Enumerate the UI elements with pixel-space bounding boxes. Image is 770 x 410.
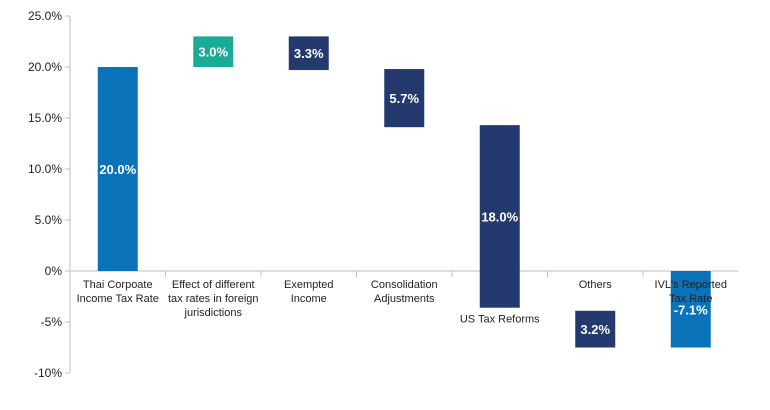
category-label-line: Others (579, 279, 613, 291)
category-labels: Thai Corpoate Income Tax Rate Effect of di… (77, 279, 727, 326)
y-tick-label: -5% (41, 315, 63, 329)
bar (288, 36, 329, 71)
category-label: Effect of different tax rates in foreign j… (168, 279, 259, 319)
category-label-line: Income (291, 293, 327, 305)
y-tick-label: 0% (45, 264, 63, 278)
data-label: 3.3% (294, 46, 324, 61)
category-label-line: IVL's Reported (655, 279, 727, 291)
data-label: 18.0% (481, 209, 518, 224)
y-tick-label: 25.0% (28, 9, 62, 23)
data-label: 20.0% (99, 162, 136, 177)
bar (670, 271, 711, 348)
category-label-line: tax rates in foreign (168, 293, 259, 305)
category-label-line: Income Tax Rate (77, 293, 159, 305)
category-label: US Tax Reforms (460, 314, 540, 326)
category-label: IVL's Reported Tax Rate (655, 279, 727, 305)
category-label: Consolidation Adjustments (371, 279, 438, 305)
bar (193, 36, 234, 67)
data-label: 3.0% (198, 45, 228, 60)
y-tick-label: 15.0% (28, 111, 62, 125)
category-label-line: Tax Rate (669, 293, 712, 305)
category-label-line: Exempted (284, 279, 334, 291)
category-label-line: Consolidation (371, 279, 438, 291)
y-tick-label: 10.0% (28, 162, 62, 176)
category-label-line: Adjustments (374, 293, 435, 305)
category-label-line: jurisdictions (184, 307, 243, 319)
category-label: Others (579, 279, 613, 291)
bar (384, 69, 425, 128)
data-label: -7.1% (674, 302, 708, 317)
bar (97, 67, 138, 271)
category-label-line: US Tax Reforms (460, 314, 540, 326)
bar (575, 310, 616, 348)
value-labels: 20.0% 3.0% 3.3% 5.7% 18.0% 3.2% -7.1% (99, 45, 708, 337)
bars (97, 36, 711, 348)
bar (479, 125, 520, 308)
y-tick-label: -10% (34, 366, 62, 380)
data-label: 5.7% (389, 91, 419, 106)
y-tick-label: 5.0% (35, 213, 63, 227)
category-label: Exempted Income (284, 279, 334, 305)
y-axis: 25.0% 20.0% 15.0% 10.0% 5.0% 0% -5% -10% (28, 9, 739, 380)
category-label: Thai Corpoate Income Tax Rate (77, 279, 159, 305)
y-tick-label: 20.0% (28, 60, 62, 74)
category-label-line: Effect of different (172, 279, 255, 291)
data-label: 3.2% (580, 322, 610, 337)
category-label-line: Thai Corpoate (83, 279, 153, 291)
